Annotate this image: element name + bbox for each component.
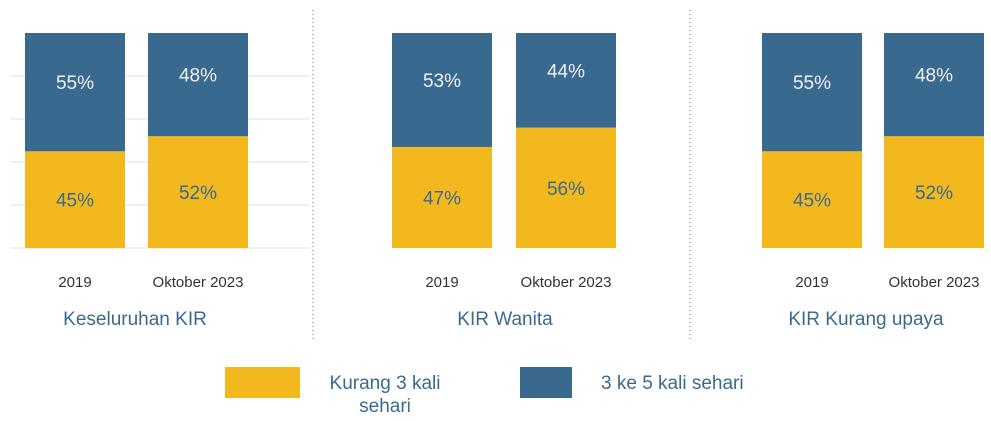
panel-title: KIR Wanita <box>457 309 553 330</box>
bar-segment <box>762 151 862 248</box>
bar-segment <box>25 33 125 152</box>
legend-swatch <box>520 367 572 398</box>
bar-segment <box>516 127 616 248</box>
data-label: 52% <box>179 183 217 204</box>
data-label: 45% <box>56 191 94 212</box>
legend-label: Kurang 3 kali sehari <box>329 373 441 417</box>
bar-segment <box>884 33 984 137</box>
data-label: 52% <box>915 183 953 204</box>
bar-segment <box>392 33 492 147</box>
legend-swatch <box>225 367 300 398</box>
bar-segment <box>148 33 248 137</box>
bar-segment <box>516 33 616 128</box>
bar-segment <box>884 136 984 248</box>
x-tick-label: Oktober 2023 <box>153 274 244 291</box>
legend-label: 3 ke 5 kali sehari <box>601 373 744 394</box>
bar-segment <box>392 146 492 248</box>
x-tick-label: Oktober 2023 <box>889 274 980 291</box>
bar-segment <box>148 136 248 248</box>
data-label: 55% <box>56 73 94 94</box>
x-tick-label: 2019 <box>425 274 458 291</box>
bar-segment <box>762 33 862 152</box>
bar-segment <box>25 151 125 248</box>
data-label: 45% <box>793 191 831 212</box>
data-label: 56% <box>547 179 585 200</box>
panel-title: Keseluruhan KIR <box>63 309 207 330</box>
data-label: 44% <box>547 61 585 82</box>
data-label: 48% <box>915 66 953 87</box>
x-tick-label: Oktober 2023 <box>521 274 612 291</box>
x-tick-label: 2019 <box>58 274 91 291</box>
data-label: 47% <box>423 188 461 209</box>
data-label: 48% <box>179 66 217 87</box>
x-tick-label: 2019 <box>795 274 828 291</box>
panel-title: KIR Kurang upaya <box>788 309 944 330</box>
data-label: 53% <box>423 71 461 92</box>
data-label: 55% <box>793 73 831 94</box>
